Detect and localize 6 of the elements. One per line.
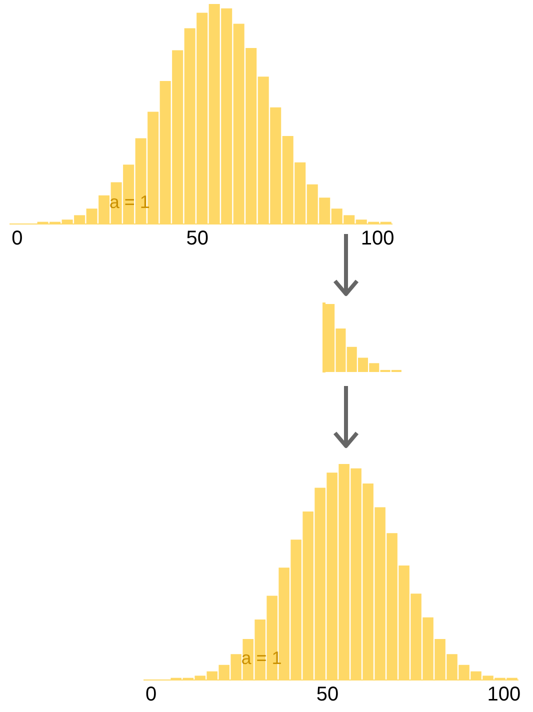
x-tick-label: 50 bbox=[316, 684, 339, 706]
x-tick-label: 100 bbox=[487, 684, 521, 706]
x-tick-label: 0 bbox=[12, 228, 23, 250]
x-tick-label: 0 bbox=[145, 684, 157, 706]
x-tick-label: 50 bbox=[186, 228, 209, 250]
x-tick-label: 100 bbox=[360, 228, 394, 250]
